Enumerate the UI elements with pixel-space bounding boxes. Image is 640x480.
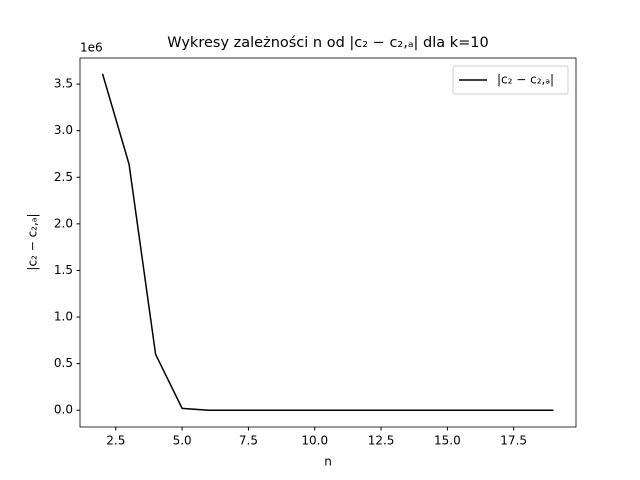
x-tick-label: 7.5 (239, 434, 258, 448)
y-tick-label: 2.0 (54, 216, 73, 230)
line (101, 73, 554, 411)
x-tick-label: 10.0 (301, 434, 328, 448)
x-axis-label: n (324, 455, 332, 469)
y-tick-label: 1.5 (54, 263, 73, 277)
x-tick-label: 15.0 (434, 434, 461, 448)
x-tick-label: 5.0 (173, 434, 192, 448)
y-tick-label: 3.5 (54, 77, 73, 91)
plot-frame (79, 57, 577, 428)
x-tick-label: 12.5 (368, 434, 395, 448)
chart-title: Wykresy zależności n od |c₂ − c₂,ₐ| dla … (167, 35, 488, 51)
y-offset-label: 1e6 (80, 41, 103, 55)
y-axis-label: |c₂ − c₂,ₐ| (26, 213, 40, 270)
x-tick-label: 2.5 (106, 434, 125, 448)
y-tick-label: 2.5 (54, 170, 73, 184)
y-tick-label: 1.0 (54, 310, 73, 324)
legend-label: |c₂ − c₂,ₐ| (497, 73, 554, 87)
y-tick-label: 0.0 (54, 403, 73, 417)
legend-box (452, 65, 569, 95)
y-tick-label: 3.0 (54, 123, 73, 137)
y-tick-label: 0.5 (54, 356, 73, 370)
x-tick-label: 17.5 (500, 434, 527, 448)
